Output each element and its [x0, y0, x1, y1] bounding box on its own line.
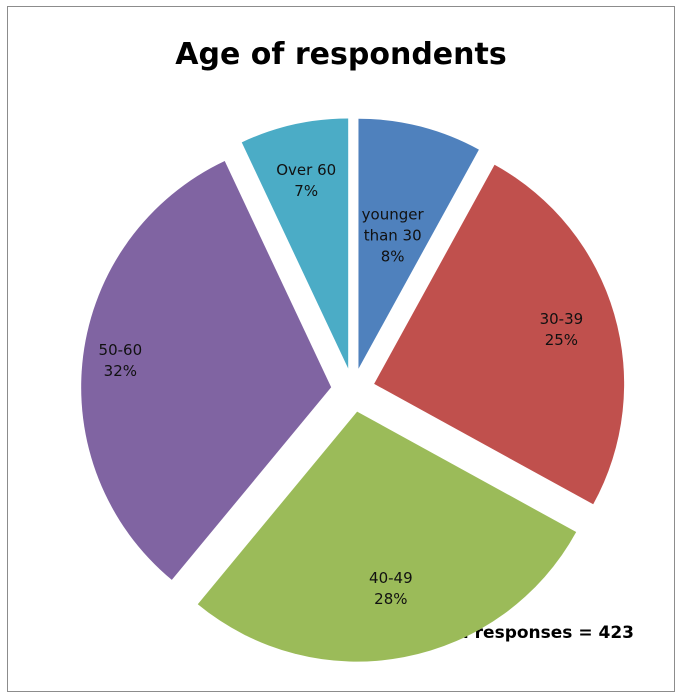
slice-label-50-60: 50-60 32% [99, 341, 143, 380]
slice-label-over-60: Over 60 7% [276, 161, 336, 200]
slice-label-40-49: 40-49 28% [369, 569, 413, 608]
slice-label-younger-than-30: younger than 30 8% [362, 206, 425, 266]
pie-slice-30-39 [374, 164, 625, 505]
slice-label-30-39: 30-39 25% [540, 310, 584, 349]
pie-slice-50-60 [81, 161, 332, 580]
chart-title: Age of respondents [175, 37, 507, 72]
pie-slice-40-49 [197, 411, 577, 662]
pie-slice-over-60 [241, 118, 349, 369]
pie-slice-younger-than-30 [358, 118, 479, 369]
